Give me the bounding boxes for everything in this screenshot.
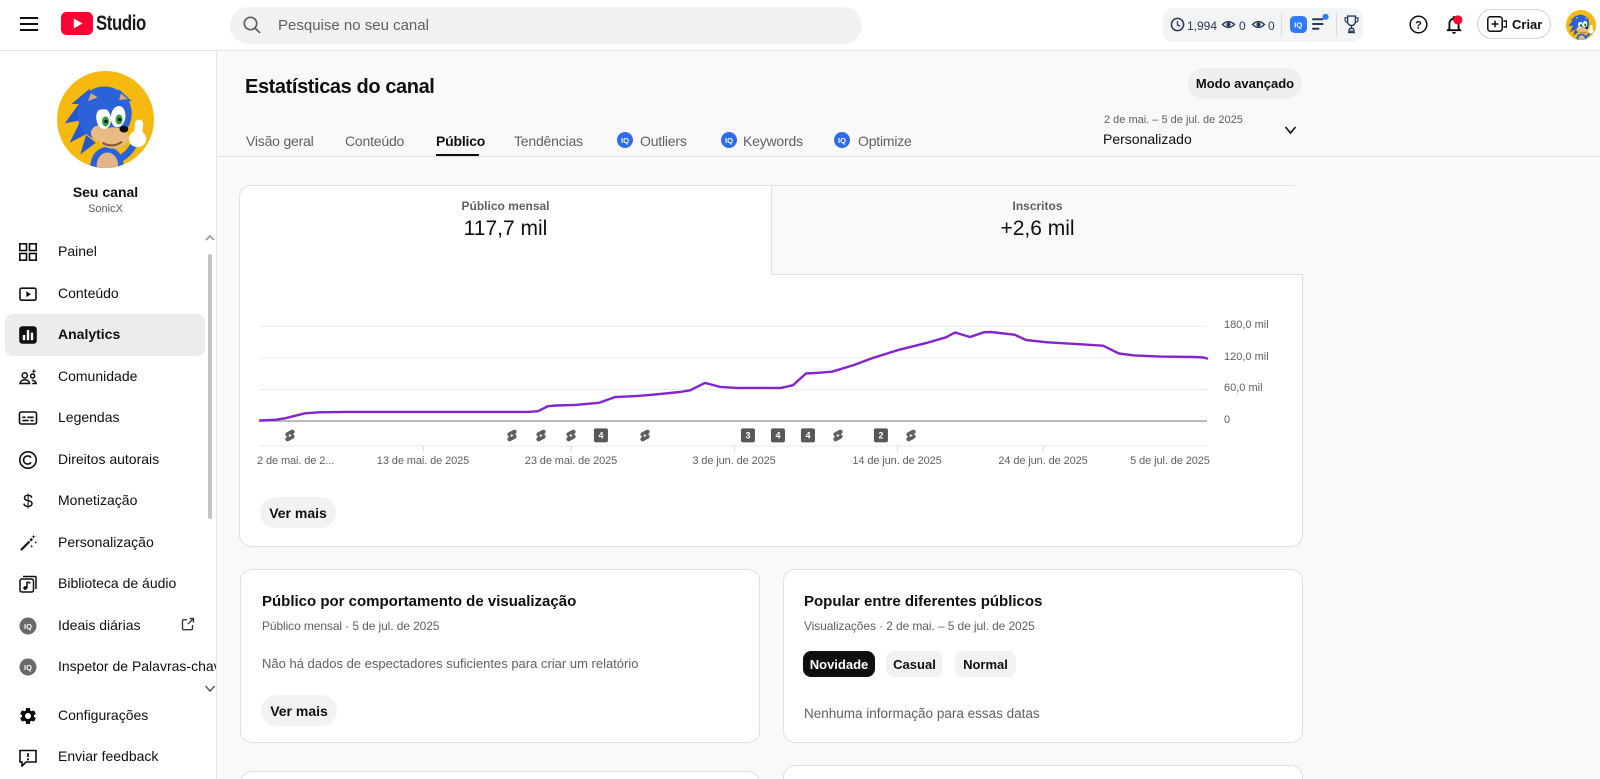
svg-text:4: 4 bbox=[805, 431, 810, 441]
svg-text:IQ: IQ bbox=[24, 663, 32, 672]
svg-text:$: $ bbox=[23, 492, 33, 512]
svg-text:4: 4 bbox=[775, 431, 780, 441]
svg-text:IQ: IQ bbox=[621, 136, 629, 145]
svg-text:IQ: IQ bbox=[24, 622, 32, 631]
svg-text:?: ? bbox=[1415, 20, 1422, 32]
svg-text:IQ: IQ bbox=[1294, 21, 1302, 30]
svg-text:IQ: IQ bbox=[725, 136, 733, 145]
svg-text:IQ: IQ bbox=[838, 136, 846, 145]
svg-text:2: 2 bbox=[878, 431, 883, 441]
svg-text:4: 4 bbox=[598, 431, 603, 441]
svg-text:3: 3 bbox=[745, 431, 750, 441]
